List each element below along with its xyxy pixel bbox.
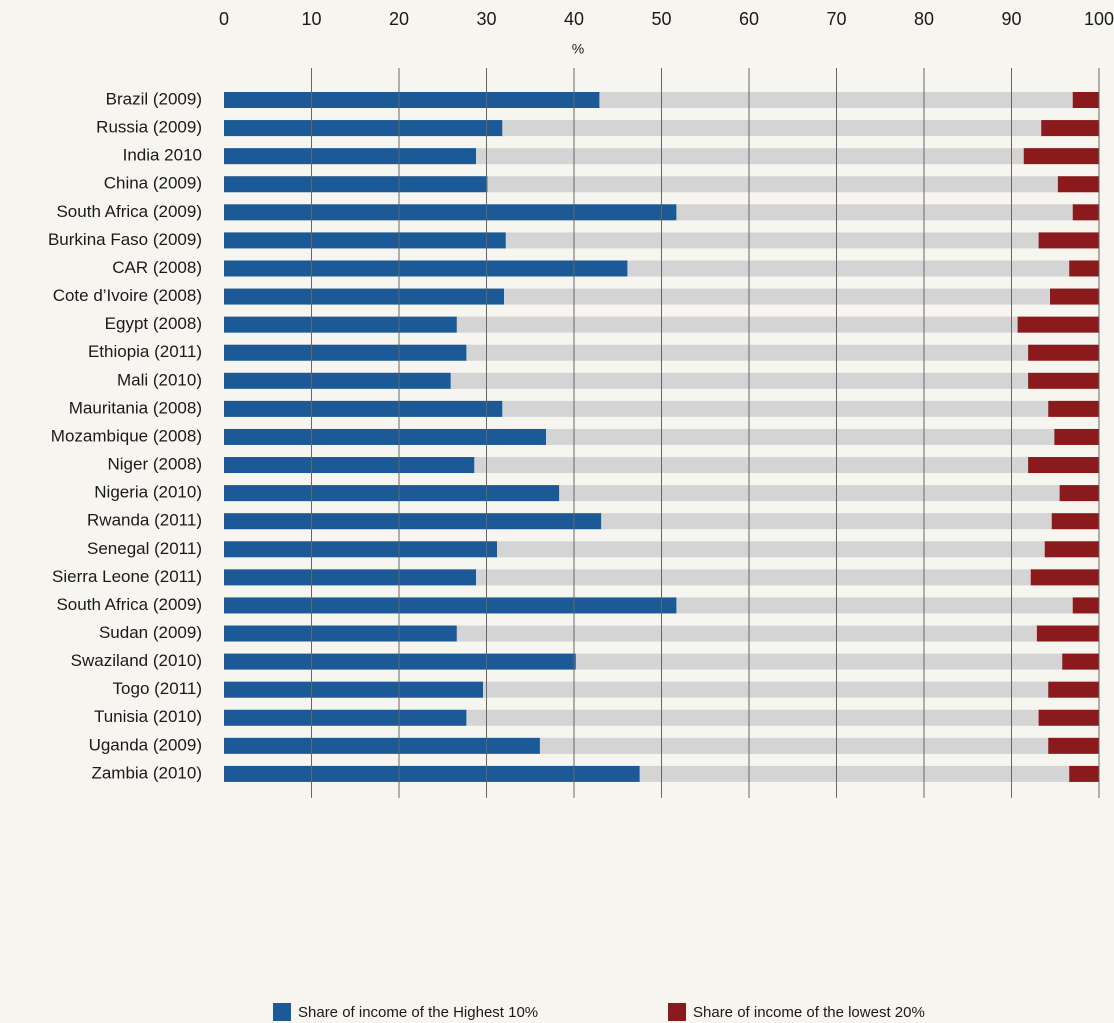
y-tick-label: Sudan (2009) <box>99 623 202 642</box>
x-tick-label: 10 <box>301 9 321 29</box>
bar <box>224 176 488 193</box>
y-tick-label: Niger (2008) <box>108 455 203 474</box>
bar <box>224 569 476 586</box>
y-tick-label: Zambia (2010) <box>91 763 202 782</box>
y-tick-label: Mauritania (2008) <box>69 398 202 417</box>
y-tick-label: Nigeria (2010) <box>94 483 202 502</box>
bar <box>1072 597 1099 614</box>
y-tick-label: Swaziland (2010) <box>71 651 202 670</box>
y-tick-label: Cote d’Ivoire (2008) <box>53 286 202 305</box>
bar <box>1044 541 1099 558</box>
bar <box>224 120 503 137</box>
y-tick-label: India 2010 <box>123 146 202 165</box>
y-tick-label: Mozambique (2008) <box>51 426 202 445</box>
bar <box>1038 232 1099 249</box>
bar <box>1028 372 1099 389</box>
bar <box>224 597 677 614</box>
bar <box>1023 148 1099 165</box>
x-tick-label: 20 <box>389 9 409 29</box>
bar <box>1069 765 1099 782</box>
y-tick-label: Russia (2009) <box>96 118 202 137</box>
y-tick-label: Mali (2010) <box>117 370 202 389</box>
y-tick-label: Ethiopia (2011) <box>88 342 202 361</box>
legend-label: Share of income of the Highest 10% <box>298 1004 538 1021</box>
legend-swatch <box>273 1003 291 1021</box>
bar <box>1069 260 1099 277</box>
bar <box>1057 176 1099 193</box>
y-tick-label: Burkina Faso (2009) <box>48 230 202 249</box>
y-tick-label: Togo (2011) <box>113 679 202 698</box>
bar <box>1041 120 1099 137</box>
bar <box>1054 428 1099 445</box>
y-tick-label: China (2009) <box>104 174 202 193</box>
bar <box>1072 92 1099 108</box>
bar <box>1050 288 1099 305</box>
bar <box>224 400 503 417</box>
x-tick-label: 60 <box>739 9 759 29</box>
bar <box>1028 344 1099 361</box>
y-tick-label: Brazil (2009) <box>106 89 202 108</box>
y-tick-label: CAR (2008) <box>112 258 202 277</box>
bar <box>224 148 476 165</box>
y-tick-label: Uganda (2009) <box>89 735 202 754</box>
bar <box>224 485 560 502</box>
y-tick-label: South Africa (2009) <box>56 202 202 221</box>
x-tick-label: 40 <box>564 9 584 29</box>
bar <box>224 709 467 726</box>
bar <box>224 541 497 558</box>
bar <box>1051 513 1099 530</box>
bar <box>224 316 457 333</box>
y-tick-label: Senegal (2011) <box>87 539 202 558</box>
x-tick-label: 0 <box>219 9 229 29</box>
x-tick-label: 30 <box>476 9 496 29</box>
x-tick-label: 100 <box>1084 9 1114 29</box>
bar <box>224 765 640 782</box>
y-tick-label: Rwanda (2011) <box>87 511 202 530</box>
bar <box>1059 485 1099 502</box>
bar <box>1072 204 1099 221</box>
bar <box>1048 737 1099 754</box>
bar <box>224 260 628 277</box>
bar <box>224 372 451 389</box>
bar <box>224 737 540 754</box>
bar <box>224 344 467 361</box>
y-tick-label: Tunisia (2010) <box>94 707 202 726</box>
y-tick-label: Egypt (2008) <box>105 314 202 333</box>
bar <box>1017 316 1099 333</box>
legend-label: Share of income of the lowest 20% <box>693 1004 925 1021</box>
bar <box>1048 681 1099 698</box>
bar <box>224 428 546 445</box>
bar <box>224 625 457 642</box>
bar <box>224 92 600 108</box>
y-tick-label: Sierra Leone (2011) <box>52 567 202 586</box>
x-axis-label: % <box>572 41 584 57</box>
bar <box>1038 709 1099 726</box>
y-tick-label: South Africa (2009) <box>56 595 202 614</box>
x-tick-label: 90 <box>1001 9 1021 29</box>
bar <box>224 653 576 670</box>
bar <box>1048 400 1099 417</box>
bar <box>224 204 677 221</box>
bar <box>224 232 506 249</box>
bar <box>224 288 504 305</box>
bar <box>1036 625 1099 642</box>
legend-swatch <box>668 1003 686 1021</box>
bar <box>1028 457 1099 474</box>
bar <box>1030 569 1099 586</box>
x-tick-label: 80 <box>914 9 934 29</box>
bar <box>224 681 483 698</box>
bar <box>224 457 475 474</box>
x-tick-label: 70 <box>826 9 846 29</box>
bar <box>224 513 602 530</box>
bar <box>1062 653 1099 670</box>
x-tick-label: 50 <box>651 9 671 29</box>
